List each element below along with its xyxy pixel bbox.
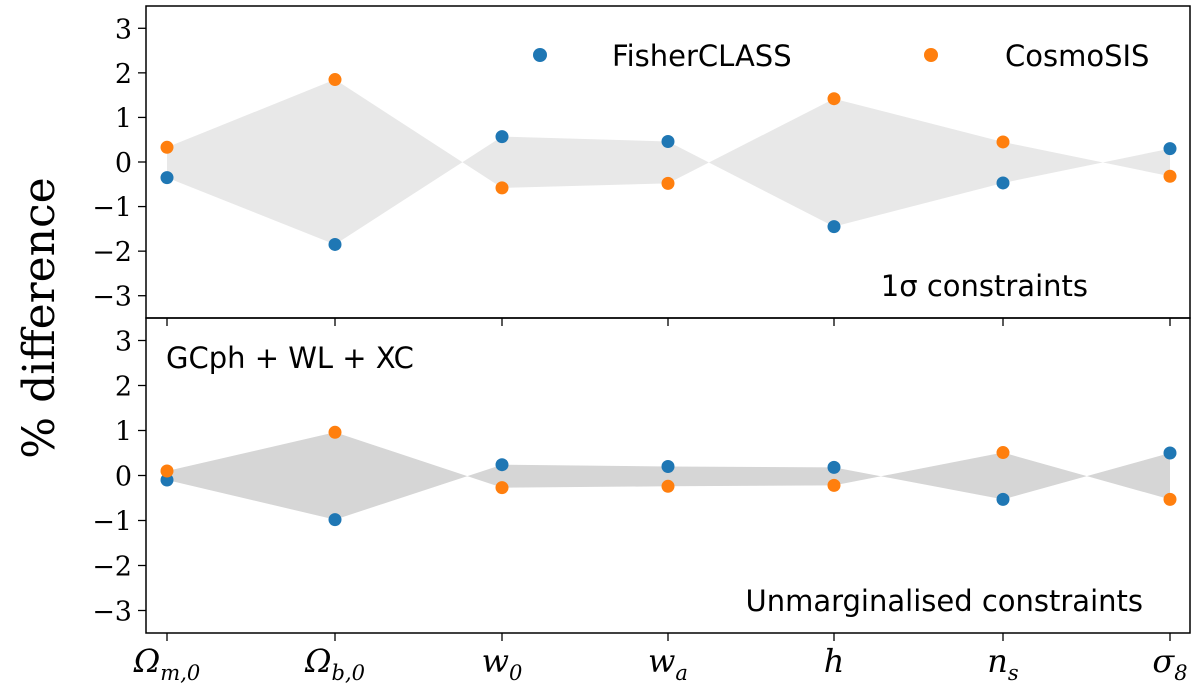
- xtick-label: h: [824, 642, 845, 680]
- legend-marker-cosmosis: [924, 48, 938, 62]
- top-annotation: 1σ constraints: [881, 269, 1088, 303]
- point-bottom-fisherclass: [495, 458, 509, 472]
- point-bottom-cosmosis: [1163, 492, 1177, 506]
- ytick-label-bottom: 0: [115, 462, 132, 493]
- point-top-fisherclass: [1163, 142, 1177, 156]
- ytick-label-top: 0: [115, 148, 132, 179]
- ytick-label-bottom: 3: [115, 327, 132, 358]
- ytick-label-bottom: 1: [115, 417, 132, 448]
- legend-label-fisherclass: FisherCLASS: [612, 39, 792, 73]
- point-top-cosmosis: [996, 135, 1010, 149]
- point-bottom-fisherclass: [328, 513, 342, 527]
- point-bottom-fisherclass: [827, 460, 841, 474]
- point-top-fisherclass: [160, 171, 174, 185]
- band-bottom: [167, 432, 1170, 520]
- xtick-label: wa: [648, 642, 688, 685]
- ytick-label-top: −3: [92, 282, 132, 313]
- point-bottom-fisherclass: [160, 473, 174, 487]
- y-axis-label: % difference: [14, 177, 65, 458]
- point-bottom-fisherclass: [996, 492, 1010, 506]
- point-top-fisherclass: [827, 220, 841, 234]
- xtick-label: σ8: [1152, 642, 1187, 685]
- point-bottom-cosmosis: [661, 479, 675, 493]
- x-axis-categories: Ωm,0 Ωb,0 w0 wa h ns σ8: [133, 642, 1188, 685]
- point-top-cosmosis: [1163, 169, 1177, 183]
- panels: 3 2 1 0 −1 −2 −3 3 2 1 0 −1 −2 −3: [92, 5, 1191, 641]
- xtick-label: Ωb,0: [304, 642, 365, 685]
- point-top-fisherclass: [328, 237, 342, 251]
- ytick-label-top: −2: [92, 237, 132, 268]
- point-bottom-cosmosis: [495, 481, 509, 495]
- ytick-label-bottom: −3: [92, 597, 132, 628]
- point-bottom-fisherclass: [661, 460, 675, 473]
- point-bottom-cosmosis: [996, 446, 1010, 460]
- point-bottom-fisherclass: [1163, 446, 1177, 460]
- point-top-fisherclass: [661, 134, 675, 148]
- ytick-label-bottom: −2: [92, 552, 132, 583]
- point-top-cosmosis: [160, 140, 174, 154]
- bottom-annotation: Unmarginalised constraints: [745, 584, 1143, 618]
- ytick-label-top: 1: [115, 103, 132, 134]
- bottom-panel-label: GCph + WL + XC: [166, 341, 414, 375]
- point-bottom-cosmosis: [827, 478, 841, 492]
- point-bottom-cosmosis: [160, 464, 174, 478]
- point-top-cosmosis: [827, 92, 841, 106]
- legend-label-cosmosis: CosmoSIS: [1005, 39, 1149, 73]
- legend: FisherCLASS CosmoSIS: [533, 39, 1149, 73]
- xtick-label: Ωm,0: [133, 642, 200, 685]
- panel-bottom: 3 2 1 0 −1 −2 −3: [92, 317, 1191, 641]
- point-top-fisherclass: [996, 176, 1010, 190]
- point-top-cosmosis: [661, 176, 675, 190]
- point-top-cosmosis: [328, 73, 342, 87]
- panel-top: 3 2 1 0 −1 −2 −3: [92, 5, 1191, 326]
- ytick-label-top: −1: [92, 193, 132, 224]
- point-top-fisherclass: [495, 130, 509, 144]
- ytick-label-bottom: −1: [92, 507, 132, 538]
- ytick-label-bottom: 2: [115, 372, 132, 403]
- xtick-label: ns: [987, 642, 1019, 685]
- ytick-label-top: 2: [115, 59, 132, 90]
- legend-marker-fisherclass: [533, 48, 547, 62]
- ytick-label-top: 3: [115, 14, 132, 45]
- band-top: [167, 79, 1170, 245]
- xtick-label: w0: [482, 642, 523, 685]
- frame-bottom: [145, 317, 1191, 634]
- point-bottom-cosmosis: [328, 425, 342, 439]
- point-top-cosmosis: [495, 181, 509, 195]
